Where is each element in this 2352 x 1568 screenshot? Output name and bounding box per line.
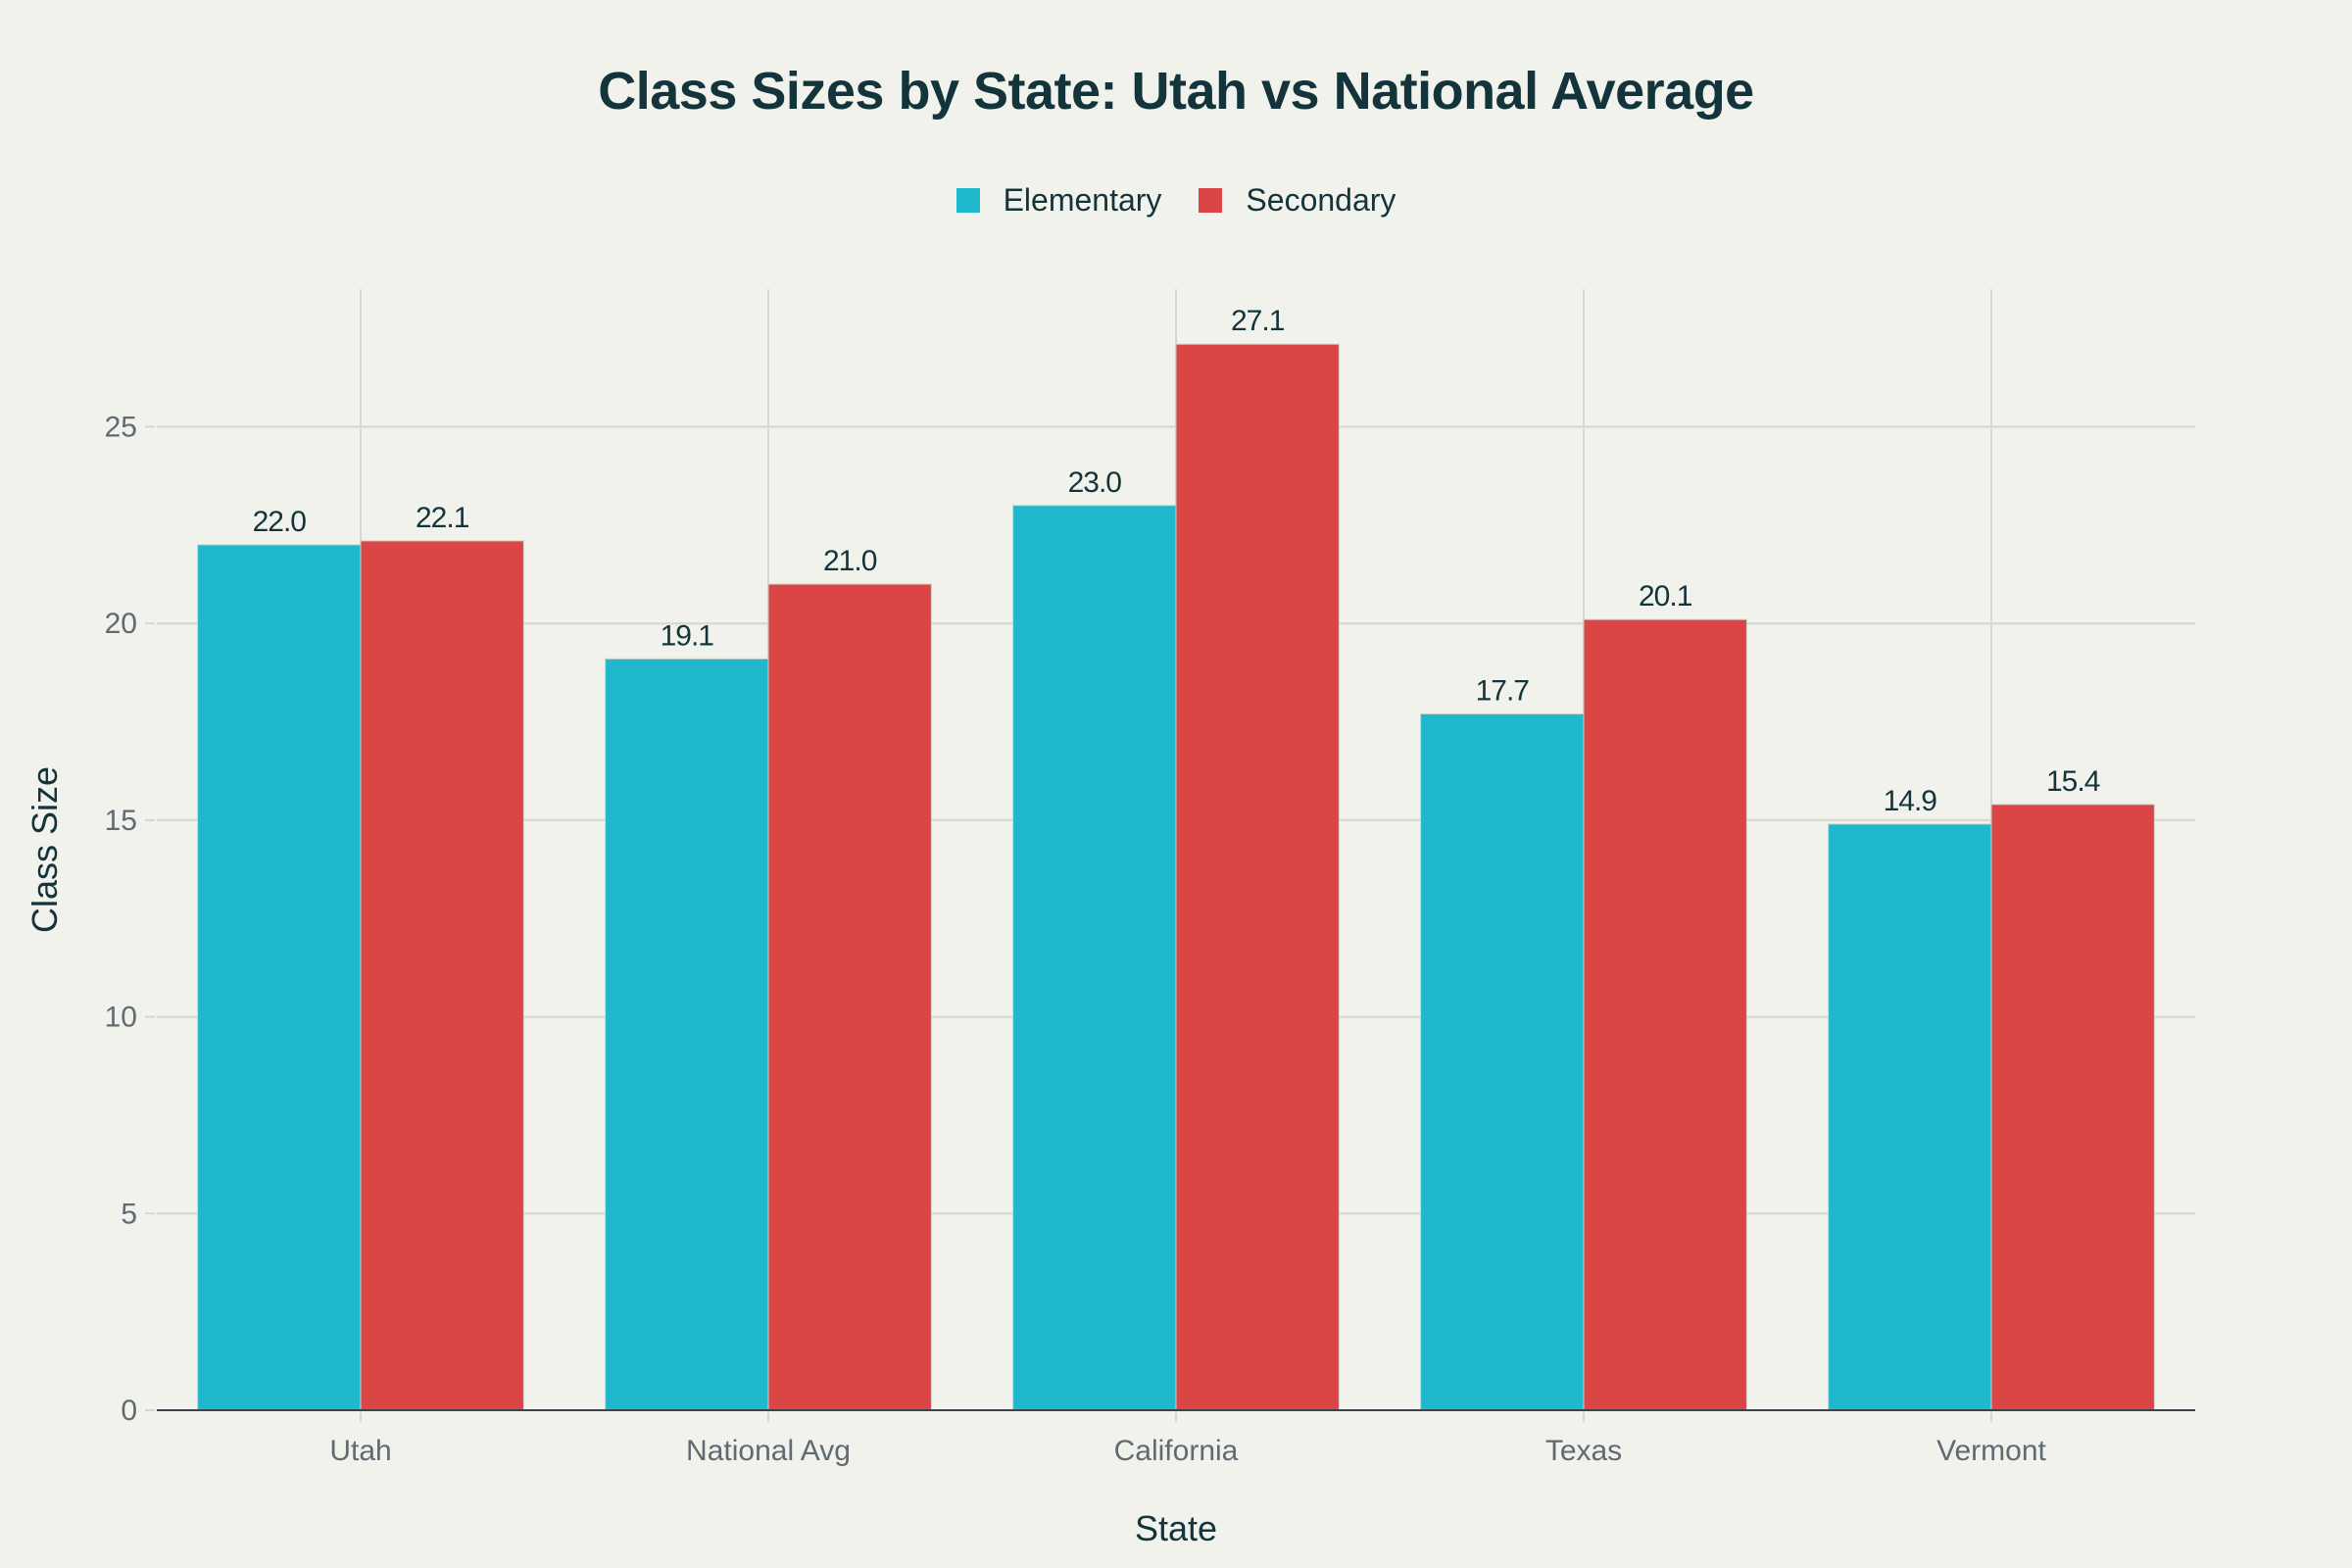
y-axis-ticks: 0 5 10 15 20 25 [105,411,155,1427]
data-label: 14.9 [1884,785,1937,817]
data-label: 27.1 [1231,305,1285,337]
x-axis-title: State [1135,1508,1217,1548]
legend-label-elementary: Elementary [1003,182,1162,218]
x-axis-ticks: Utah National Avg California Texas Vermont [329,1412,2047,1467]
x-tick-label: California [1114,1435,1239,1467]
legend-item-elementary[interactable]: Elementary [956,182,1162,219]
legend-swatch-elementary [956,188,980,213]
y-tick-label: 0 [121,1395,137,1427]
legend-item-secondary[interactable]: Secondary [1199,182,1396,219]
data-label: 20.1 [1639,580,1692,612]
bars [197,343,2155,1411]
bar-elementary-vermont[interactable] [1828,823,1992,1411]
chart-title: Class Sizes by State: Utah vs National A… [598,62,1754,121]
data-label: 22.0 [253,506,307,538]
x-tick-label: National Avg [686,1435,851,1467]
x-tick-label: Texas [1545,1435,1622,1467]
legend: Elementary Secondary [0,182,2352,219]
y-tick-label: 15 [105,805,137,837]
x-tick-label: Utah [329,1435,391,1467]
bar-elementary-california[interactable] [1012,505,1177,1411]
data-label: 17.7 [1476,675,1530,708]
bar-secondary-vermont[interactable] [1990,804,2155,1411]
y-tick-label: 5 [121,1198,137,1230]
data-label: 23.0 [1068,466,1122,499]
data-labels: 22.0 22.1 19.1 21.0 23.0 27.1 17.7 20.1 14.9 15.4 [253,305,2101,817]
y-tick-label: 10 [105,1002,137,1034]
legend-swatch-secondary [1199,188,1223,213]
data-label: 21.0 [823,545,877,577]
data-label: 22.1 [416,502,469,534]
y-tick-label: 25 [105,411,137,443]
bar-elementary-texas[interactable] [1420,713,1585,1411]
y-axis-title: Class Size [24,766,65,933]
x-tick-label: Vermont [1936,1435,2046,1467]
legend-label-secondary: Secondary [1246,182,1396,218]
bar-secondary-texas[interactable] [1583,618,1747,1411]
bar-elementary-utah[interactable] [197,544,362,1411]
y-tick-label: 20 [105,608,137,640]
bar-secondary-california[interactable] [1175,343,1340,1411]
data-label: 19.1 [661,619,714,652]
bar-secondary-utah[interactable] [360,540,524,1411]
bar-elementary-national-avg[interactable] [605,658,769,1411]
data-label: 15.4 [2046,765,2100,798]
bar-secondary-national-avg[interactable] [767,583,932,1411]
